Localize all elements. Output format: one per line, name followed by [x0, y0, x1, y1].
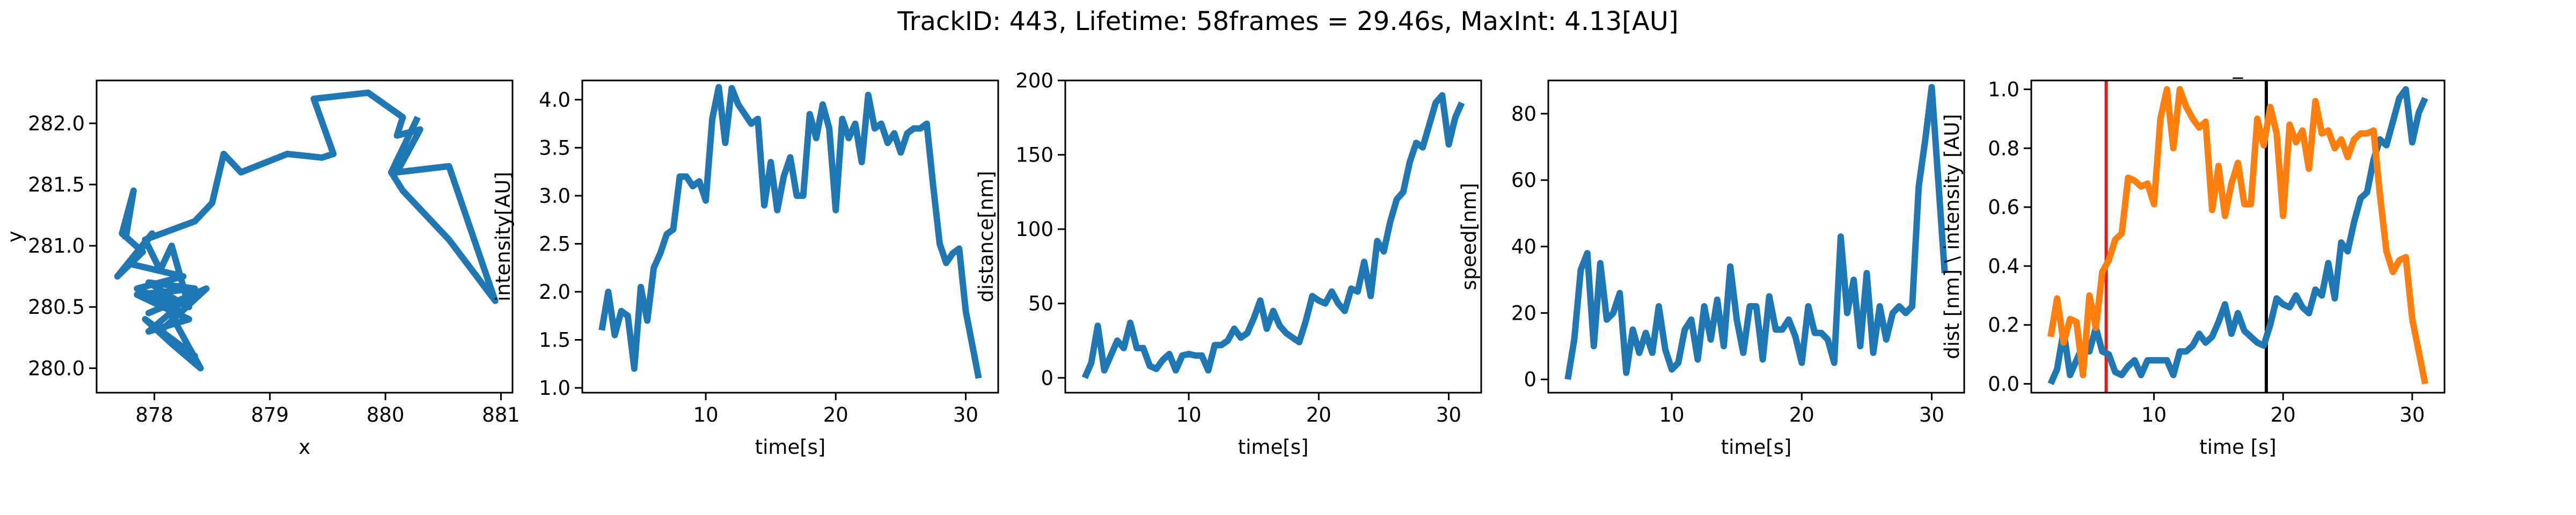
y-tick-label: 150	[1015, 144, 1053, 167]
y-tick-label: 0.2	[1988, 314, 2019, 337]
series-line-1	[1081, 92, 1465, 379]
subplot-1: 878 879 880 881 280.0 280.5 281.0 281.5 282.0 x y	[3, 79, 520, 459]
axes-frame	[581, 79, 999, 394]
y-tick-label: 3.5	[539, 136, 570, 159]
x-tick-label: 30	[953, 403, 978, 426]
x-axis-label: x	[299, 436, 311, 459]
x-axis-label: time [s]	[2199, 436, 2277, 459]
y-tick-label: 60	[1511, 169, 1536, 192]
y-tick-label: 0	[1041, 366, 1053, 389]
x-axis-label: time[s]	[755, 436, 826, 459]
x-tick-label: 10	[693, 403, 719, 426]
x-tick-label: 881	[482, 403, 520, 426]
axes-frame	[1547, 79, 1965, 394]
subplot-4: 10 20 30 0 20 40 60 80 time[s] speed[nm]	[1458, 79, 1965, 459]
axes-frame	[2030, 79, 2446, 394]
subplot-5: 10 20 30 0.0 0.2 0.4 0.6 0.8 1.0 time [s] dist [nm…	[1941, 56, 2446, 459]
y-axis-label: speed[nm]	[1458, 183, 1481, 290]
y-tick-label: 1.0	[1988, 78, 2019, 101]
y-tick-label: 100	[1015, 218, 1053, 241]
axes-frame	[96, 79, 514, 394]
y-tick-label: 0.6	[1988, 196, 2019, 219]
subplot-title: _	[2233, 56, 2243, 79]
series-line-1	[1564, 84, 1948, 380]
series-line-1	[114, 89, 499, 372]
y-tick-label: 40	[1511, 236, 1536, 259]
subplot-2: 10 20 30 1.0 1.5 2.0 2.5 3.0 3.5 4.0 time[s] intens…	[492, 79, 999, 459]
y-axis-label: distance[nm]	[975, 171, 998, 302]
y-axis-label: y	[3, 231, 26, 242]
y-tick-label: 2.5	[539, 232, 570, 255]
x-tick-label: 20	[2271, 403, 2296, 426]
y-tick-label: 281.0	[28, 234, 85, 258]
x-tick-label: 30	[2399, 403, 2425, 426]
x-tick-label: 30	[1919, 403, 1944, 426]
y-tick-label: 0	[1524, 368, 1536, 391]
y-tick-label: 3.0	[539, 185, 570, 208]
y-tick-label: 280.5	[28, 296, 85, 319]
series-line-1	[598, 84, 982, 379]
y-tick-label: 80	[1511, 102, 1536, 126]
y-tick-label: 282.0	[28, 112, 85, 135]
x-axis-label: time[s]	[1721, 436, 1792, 459]
y-tick-label: 0.0	[1988, 373, 2019, 396]
x-tick-label: 20	[1789, 403, 1814, 426]
y-tick-label: 2.0	[539, 281, 570, 304]
x-tick-label: 880	[367, 403, 405, 426]
y-tick-label: 4.0	[539, 89, 570, 112]
axes-frame	[1064, 79, 1482, 394]
x-axis-label: time[s]	[1238, 436, 1309, 459]
x-tick-label: 879	[251, 403, 289, 426]
x-tick-label: 30	[1436, 403, 1461, 426]
y-tick-label: 0.4	[1988, 255, 2019, 278]
x-tick-label: 10	[1659, 403, 1685, 426]
y-axis-label: intensity[AU]	[492, 172, 515, 301]
y-tick-label: 200	[1015, 69, 1053, 92]
y-tick-label: 1.0	[539, 377, 570, 400]
subplot-3: 10 20 30 0 50 100 150 200 time[s] distance[nm]	[975, 69, 1482, 459]
y-tick-label: 1.5	[539, 329, 570, 352]
figure-suptitle: TrackID: 443, Lifetime: 58frames = 29.46…	[897, 6, 1678, 36]
series-line-2	[2047, 86, 2428, 385]
series-line-1	[2047, 86, 2428, 385]
y-tick-label: 0.8	[1988, 137, 2019, 160]
x-tick-label: 20	[1306, 403, 1331, 426]
x-tick-label: 878	[135, 403, 173, 426]
y-tick-label: 281.5	[28, 173, 85, 196]
y-tick-label: 50	[1028, 292, 1053, 315]
y-tick-label: 20	[1511, 301, 1536, 325]
y-tick-label: 280.0	[28, 357, 85, 380]
x-tick-label: 10	[2141, 403, 2167, 426]
x-tick-label: 10	[1176, 403, 1202, 426]
y-axis-label: dist [nm] \ intensity [AU]	[1941, 114, 1964, 359]
x-tick-label: 20	[823, 403, 848, 426]
